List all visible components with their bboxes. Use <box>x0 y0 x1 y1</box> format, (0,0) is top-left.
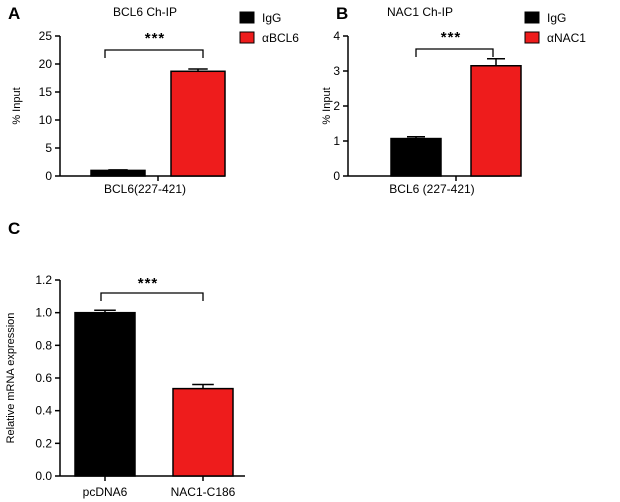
y-tick-label: 4 <box>333 29 340 43</box>
y-tick-label: 5 <box>45 141 52 155</box>
y-axis-label: % Input <box>11 87 23 124</box>
bar-NAC1-C186 <box>172 387 234 477</box>
y-tick-label: 20 <box>39 57 53 71</box>
panel-letter: C <box>8 219 20 238</box>
y-tick-label: 0.2 <box>35 436 52 450</box>
bar-αBCL6 <box>170 70 226 177</box>
x-category-label: NAC1-C186 <box>171 485 236 499</box>
y-tick-label: 0.0 <box>35 469 52 483</box>
panel-a: A BCL6 Ch-IP 0 5 10 15 20 25 % Input BCL6(227-421… <box>8 4 299 196</box>
y-tick-label: 25 <box>39 29 53 43</box>
y-tick-label: 2 <box>333 99 340 113</box>
legend-swatch <box>239 31 255 44</box>
y-tick-label: 1.2 <box>35 273 52 287</box>
y-tick-label: 1 <box>333 134 340 148</box>
x-axis-label: BCL6(227-421) <box>104 182 186 196</box>
y-tick-label: 0 <box>45 169 52 183</box>
chart-title: NAC1 Ch-IP <box>387 5 453 19</box>
legend-label: IgG <box>547 11 566 25</box>
y-tick-label: 0.4 <box>35 404 52 418</box>
y-tick-label: 3 <box>333 64 340 78</box>
y-tick-label: 0.8 <box>35 338 52 352</box>
legend-label: αNAC1 <box>547 31 586 45</box>
significance-bracket <box>100 292 204 301</box>
bar-αNAC1 <box>470 65 522 177</box>
legend-label: αBCL6 <box>262 31 299 45</box>
legend-swatch <box>524 11 540 24</box>
panel-letter: A <box>8 4 20 23</box>
x-category-label: pcDNA6 <box>83 485 128 499</box>
panel-b: B NAC1 Ch-IP 0 1 2 3 4 % Input BCL6 (227-421) ***… <box>321 4 586 196</box>
y-axis-label: % Input <box>321 87 333 124</box>
y-tick-label: 10 <box>39 113 53 127</box>
significance-label: *** <box>145 30 166 47</box>
panel-letter: B <box>336 4 348 23</box>
bar-IgG <box>390 137 442 177</box>
x-axis-label: BCL6 (227-421) <box>389 182 474 196</box>
y-tick-label: 0.6 <box>35 371 52 385</box>
legend-swatch <box>524 31 540 44</box>
significance-bracket <box>415 48 494 57</box>
y-axis-label: Relative mRNA expression <box>5 313 17 444</box>
y-tick-label: 15 <box>39 85 53 99</box>
legend-label: IgG <box>262 11 281 25</box>
legend-swatch <box>239 11 255 24</box>
bar-IgG <box>90 169 146 177</box>
panel-c: C 0.0 0.2 0.4 0.6 0.8 1.0 1.2 Relative mRNA expr… <box>5 219 245 499</box>
significance-label: *** <box>441 29 462 46</box>
significance-label: *** <box>138 275 159 292</box>
bar-pcDNA6 <box>74 311 136 477</box>
y-tick-label: 0 <box>333 169 340 183</box>
chart-title: BCL6 Ch-IP <box>113 5 177 19</box>
y-tick-label: 1.0 <box>35 306 52 320</box>
significance-bracket <box>104 49 204 58</box>
